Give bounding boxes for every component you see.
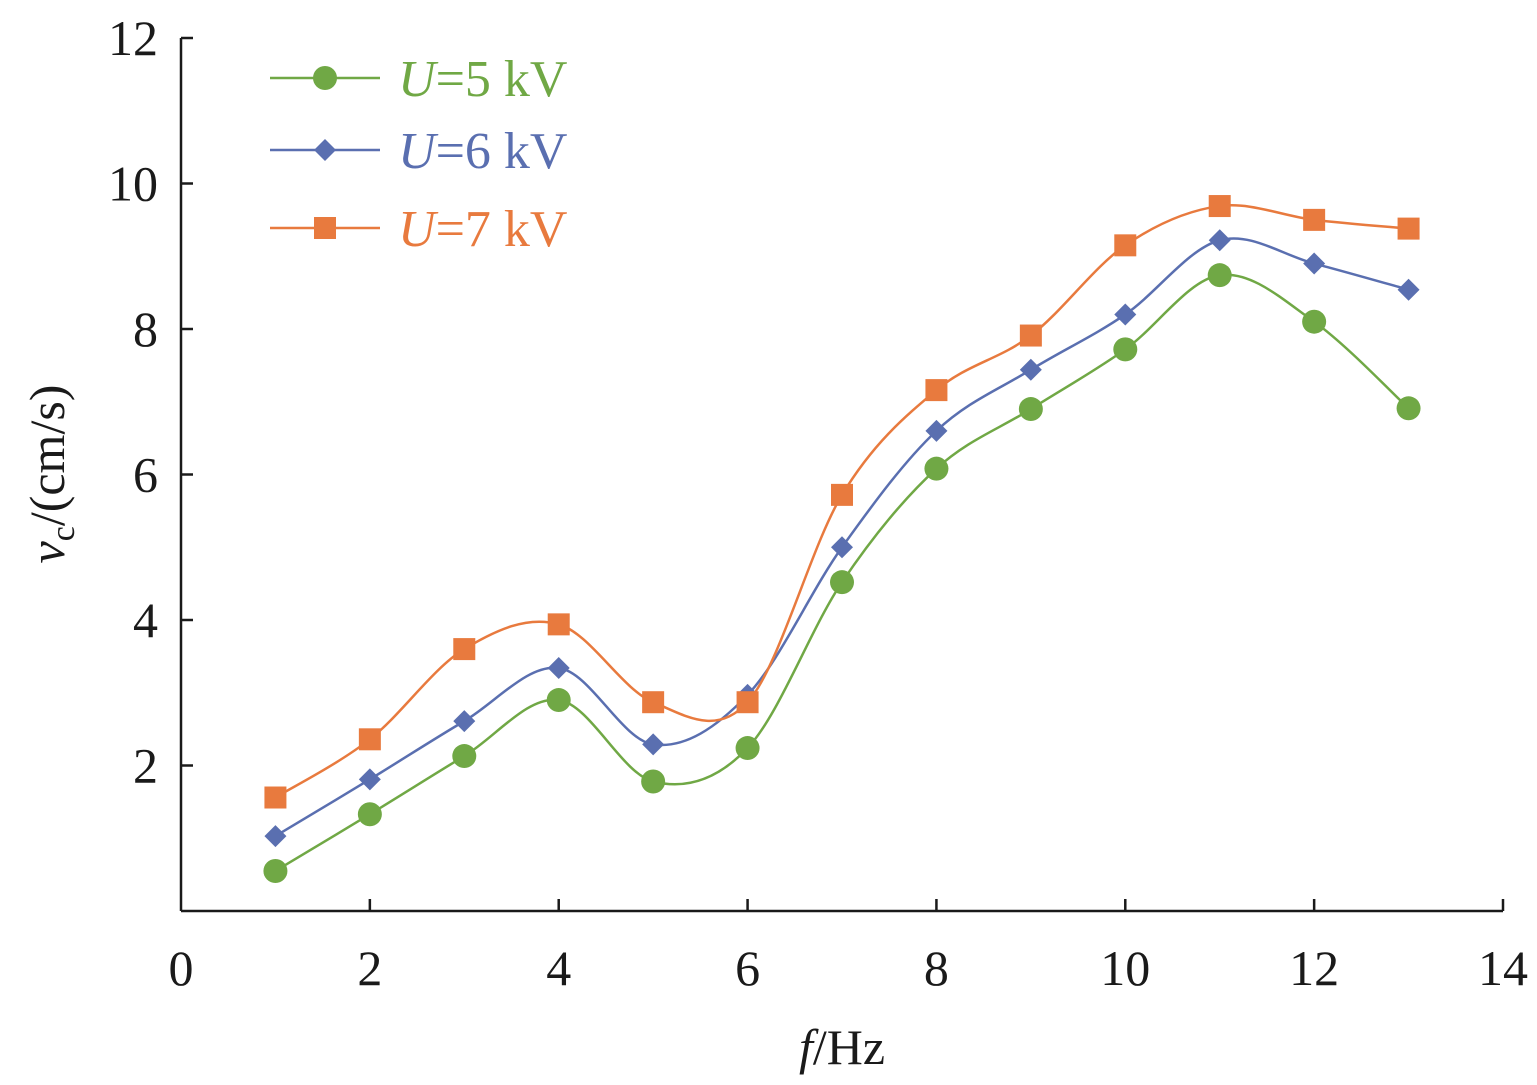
data-point: [453, 638, 476, 661]
y-tick-label: 8: [133, 301, 158, 357]
data-point: [452, 744, 477, 769]
x-tick-label: 14: [1478, 940, 1528, 996]
x-axis-title: f/Hz: [799, 1019, 885, 1075]
data-point: [736, 691, 759, 714]
data-point: [925, 419, 948, 442]
ticks: [181, 36, 1505, 911]
data-point: [1208, 195, 1231, 218]
data-point: [642, 733, 665, 756]
data-point: [357, 802, 382, 827]
series-layer: [263, 195, 1421, 883]
data-point: [1018, 397, 1043, 422]
data-point: [641, 769, 666, 794]
y-tick-label: 12: [108, 10, 158, 66]
data-point: [546, 688, 571, 713]
y-axis-title: vc/(cm/s): [19, 385, 82, 564]
legend-label: U=7 kV: [398, 201, 567, 258]
y-tick-label: 10: [108, 156, 158, 212]
data-point: [1397, 278, 1420, 301]
data-point: [830, 570, 854, 595]
data-point: [1114, 303, 1137, 326]
x-tick-label: 4: [546, 940, 571, 996]
x-tick-label: 2: [357, 940, 382, 996]
data-point: [1114, 234, 1137, 257]
series-3: [264, 195, 1420, 809]
data-point: [1207, 263, 1232, 288]
data-point: [642, 691, 665, 714]
data-point: [1302, 309, 1327, 334]
data-point: [358, 768, 381, 791]
y-axis-title-unit: /(cm/s): [19, 385, 75, 527]
series-1: [263, 263, 1421, 883]
legend-label: U=5 kV: [398, 51, 567, 108]
legend-item: U=5 kV: [270, 51, 567, 108]
data-point: [1303, 252, 1326, 275]
legend-marker: [313, 66, 337, 90]
data-point: [264, 825, 287, 848]
legend-marker: [314, 217, 336, 239]
legend: U=5 kV U=6 kV U=7 kV: [270, 51, 567, 258]
data-point: [1019, 358, 1042, 381]
data-point: [1397, 217, 1420, 240]
data-point: [547, 657, 570, 680]
x-tick-label: 8: [924, 940, 949, 996]
series-2: [264, 229, 1420, 848]
data-point: [735, 736, 760, 761]
data-point: [1019, 324, 1042, 347]
data-point: [1113, 337, 1138, 362]
data-point: [547, 613, 570, 636]
x-tick-label: 0: [169, 940, 194, 996]
data-point: [1208, 229, 1231, 252]
data-point: [831, 536, 853, 559]
legend-label: U=6 kV: [398, 123, 567, 180]
y-axis-title-symbol: v: [19, 540, 75, 563]
data-point: [925, 379, 948, 402]
data-point: [453, 710, 476, 733]
x-tick-label: 12: [1289, 940, 1339, 996]
data-point: [1303, 208, 1326, 231]
data-point: [358, 728, 381, 751]
y-tick-label: 2: [133, 738, 158, 794]
x-tick-label: 6: [735, 940, 760, 996]
y-axis-title-subscript: c: [45, 526, 82, 541]
legend-marker: [314, 139, 336, 161]
data-point: [1396, 396, 1421, 421]
x-axis-title-unit: /Hz: [813, 1019, 885, 1075]
x-tick-label: 10: [1100, 940, 1150, 996]
data-point: [924, 456, 949, 481]
tick-labels: 0 2 4 6 8 10 12 14 2 4 6 8 10 12: [108, 10, 1528, 996]
data-point: [831, 483, 853, 506]
data-point: [264, 786, 287, 809]
y-tick-label: 4: [133, 592, 158, 648]
legend-item: U=6 kV: [270, 123, 567, 180]
y-tick-label: 6: [133, 447, 158, 503]
data-point: [263, 858, 288, 883]
legend-item: U=7 kV: [270, 201, 567, 258]
